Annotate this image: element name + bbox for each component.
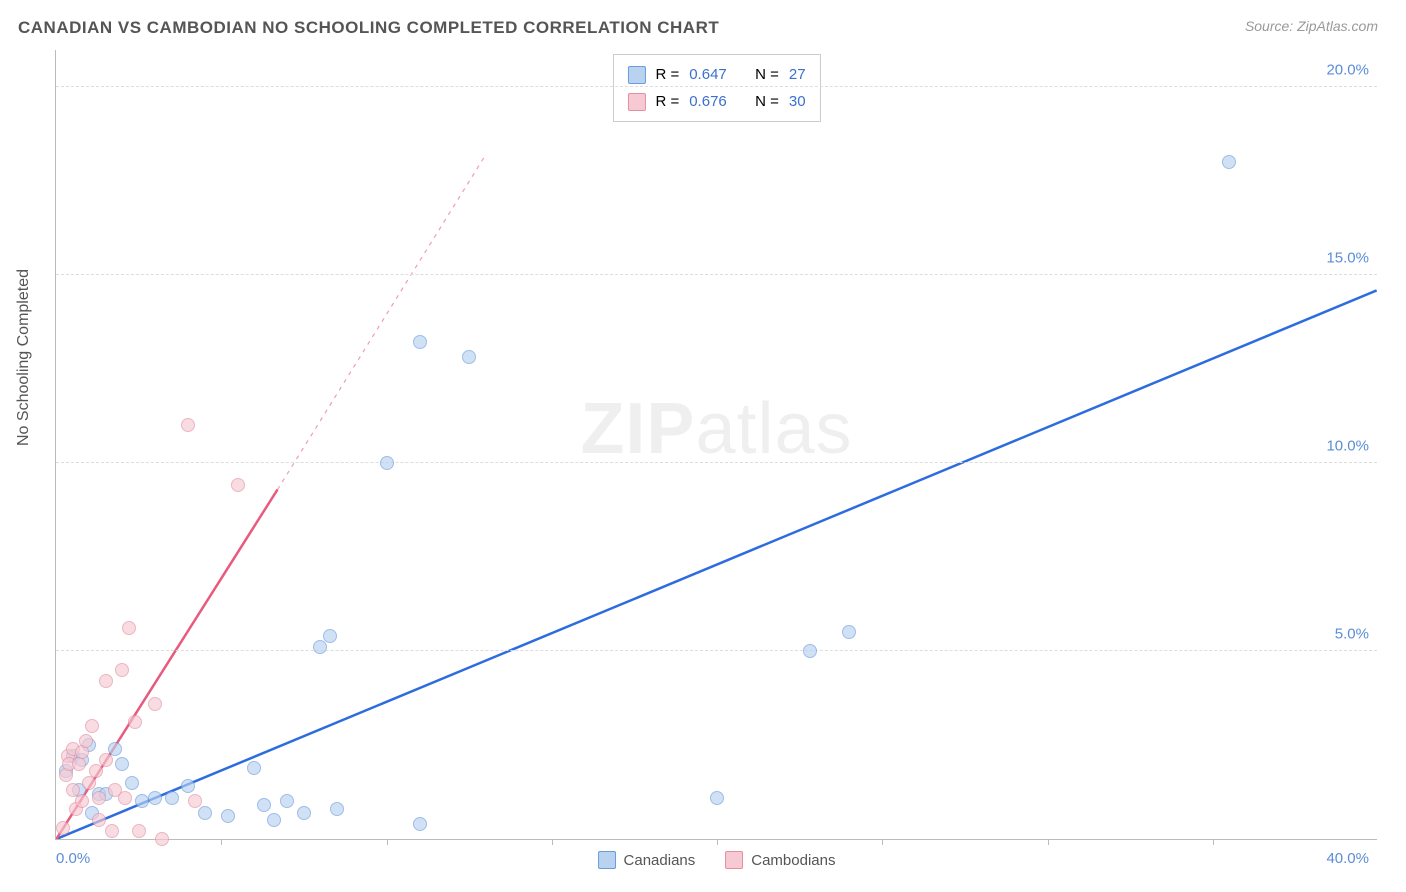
legend-swatch [598,851,616,869]
data-point [115,757,129,771]
data-point [181,779,195,793]
data-point [803,644,817,658]
data-point [89,764,103,778]
data-point [128,715,142,729]
trend-line [56,290,1376,839]
data-point [267,813,281,827]
n-value: 27 [789,61,806,88]
data-point [125,776,139,790]
data-point [413,335,427,349]
legend-item: Cambodians [725,851,835,869]
legend-stats-row: R = 0.647 N = 27 [627,61,805,88]
data-point [92,791,106,805]
data-point [75,794,89,808]
data-point [413,817,427,831]
data-point [297,806,311,820]
data-point [330,802,344,816]
data-point [99,674,113,688]
legend-stats-box: R = 0.647 N = 27 R = 0.676 N = 30 [612,54,820,122]
legend-stats-row: R = 0.676 N = 30 [627,88,805,115]
r-value: 0.647 [689,61,727,88]
legend-swatch [627,66,645,84]
legend-swatch [725,851,743,869]
r-label: R = [655,88,679,115]
x-tick [221,839,222,845]
data-point [85,719,99,733]
data-point [188,794,202,808]
gridline [56,462,1377,463]
gridline [56,650,1377,651]
data-point [231,478,245,492]
data-point [221,809,235,823]
data-point [710,791,724,805]
x-tick [387,839,388,845]
r-value: 0.676 [689,88,727,115]
n-value: 30 [789,88,806,115]
watermark-bold: ZIP [580,389,695,469]
data-point [92,813,106,827]
n-label: N = [755,88,779,115]
x-tick [882,839,883,845]
chart-container: CANADIAN VS CAMBODIAN NO SCHOOLING COMPL… [0,0,1406,892]
data-point [380,456,394,470]
x-origin-label: 0.0% [56,850,90,867]
data-point [313,640,327,654]
data-point [108,742,122,756]
data-point [181,418,195,432]
y-tick-label: 20.0% [1326,61,1377,78]
source-name: ZipAtlas.com [1297,18,1378,34]
legend-label: Cambodians [751,852,835,869]
source-label: Source: ZipAtlas.com [1245,18,1378,34]
plot-area: ZIPatlas R = 0.647 N = 27R = 0.676 N = 30 0.… [55,50,1377,840]
source-prefix: Source: [1245,18,1297,34]
r-label: R = [655,61,679,88]
y-tick-label: 10.0% [1326,437,1377,454]
data-point [247,761,261,775]
data-point [155,832,169,846]
legend-bottom: Canadians Cambodians [598,851,836,869]
data-point [165,791,179,805]
data-point [323,629,337,643]
gridline [56,274,1377,275]
x-max-label: 40.0% [1326,850,1377,867]
legend-label: Canadians [624,852,696,869]
data-point [135,794,149,808]
x-tick [552,839,553,845]
data-point [105,824,119,838]
data-point [148,697,162,711]
y-axis-label: No Schooling Completed [15,269,33,446]
legend-swatch [627,93,645,111]
x-tick [1048,839,1049,845]
data-point [132,824,146,838]
data-point [56,821,70,835]
data-point [257,798,271,812]
chart-title: CANADIAN VS CAMBODIAN NO SCHOOLING COMPL… [18,18,719,38]
n-label: N = [755,61,779,88]
data-point [118,791,132,805]
x-tick [717,839,718,845]
data-point [99,753,113,767]
watermark: ZIPatlas [580,388,852,470]
trend-line-extension [277,155,485,489]
data-point [462,350,476,364]
data-point [1222,155,1236,169]
y-tick-label: 5.0% [1335,625,1377,642]
gridline [56,86,1377,87]
y-tick-label: 15.0% [1326,249,1377,266]
data-point [115,663,129,677]
watermark-rest: atlas [695,389,852,469]
data-point [842,625,856,639]
data-point [148,791,162,805]
data-point [122,621,136,635]
data-point [198,806,212,820]
data-point [79,734,93,748]
x-tick [1213,839,1214,845]
data-point [280,794,294,808]
legend-item: Canadians [598,851,696,869]
